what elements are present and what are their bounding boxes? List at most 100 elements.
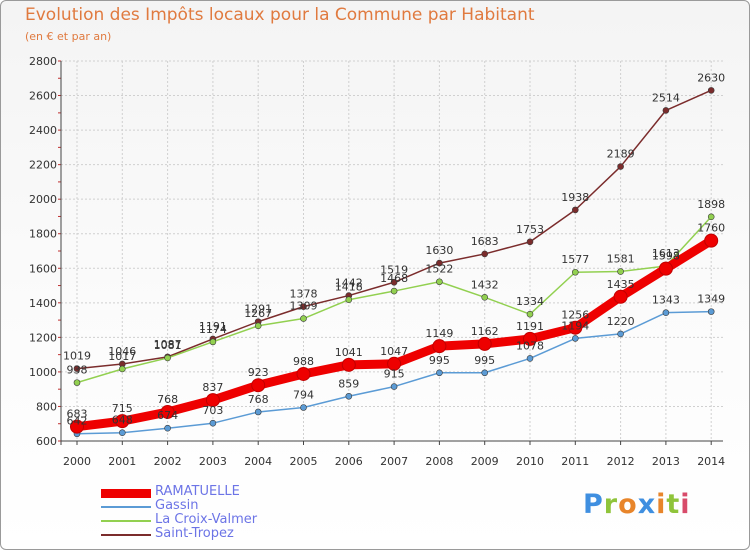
data-point-la-croix-valmer <box>164 354 171 362</box>
data-point-saint-tropez <box>436 259 443 267</box>
data-point-saint-tropez <box>300 303 307 310</box>
data-label-saint-tropez: 2514 <box>652 91 680 104</box>
chart-subtitle: (en € et par an) <box>25 30 112 43</box>
data-point-la-croix-valmer <box>436 278 443 286</box>
y-tick-label: 2200 <box>29 159 57 172</box>
legend-swatch-ramatuelle <box>101 489 151 498</box>
y-tick-label: 2000 <box>29 193 57 206</box>
legend-item-saint-tropez: Saint-Tropez <box>101 526 401 542</box>
x-tick-label: 2012 <box>607 455 635 468</box>
y-tick-label: 1400 <box>29 297 57 310</box>
data-point-saint-tropez <box>390 278 398 286</box>
data-label-saint-tropez: 2630 <box>697 71 725 84</box>
data-point-la-croix-valmer <box>571 268 579 276</box>
data-label-ramatuelle: 923 <box>248 366 269 379</box>
data-label-la-croix-valmer: 1432 <box>471 278 499 291</box>
data-label-gassin: 859 <box>338 377 359 390</box>
data-label-la-croix-valmer: 1017 <box>108 350 136 363</box>
data-point-ramatuelle <box>205 393 220 408</box>
data-label-saint-tropez: 2189 <box>607 148 635 161</box>
data-point-la-croix-valmer <box>481 293 489 301</box>
data-point-la-croix-valmer <box>526 310 534 318</box>
logo-letter: i <box>656 489 667 520</box>
data-label-ramatuelle: 1047 <box>380 345 408 358</box>
data-point-gassin <box>209 419 217 427</box>
logo-letter: i <box>680 489 691 520</box>
data-label-ramatuelle: 1256 <box>561 309 589 322</box>
data-label-gassin: 642 <box>67 415 88 428</box>
data-point-ramatuelle <box>432 339 447 354</box>
data-label-gassin: 648 <box>112 414 133 427</box>
data-point-ramatuelle <box>477 336 492 351</box>
x-tick-label: 2008 <box>425 455 453 468</box>
data-label-gassin: 794 <box>293 388 314 401</box>
data-point-saint-tropez <box>662 107 670 114</box>
data-point-ramatuelle <box>341 357 356 372</box>
data-label-saint-tropez: 1938 <box>561 191 589 204</box>
data-point-la-croix-valmer <box>300 315 307 322</box>
y-tick-label: 2600 <box>29 90 57 103</box>
data-label-ramatuelle: 1041 <box>335 346 363 359</box>
data-label-saint-tropez: 1046 <box>108 345 136 358</box>
data-point-gassin <box>526 355 534 362</box>
data-label-saint-tropez: 1442 <box>335 277 363 290</box>
data-label-la-croix-valmer: 1174 <box>199 323 227 336</box>
data-label-ramatuelle: 837 <box>202 381 223 394</box>
data-point-ramatuelle <box>160 404 175 419</box>
x-tick-label: 2013 <box>652 455 680 468</box>
x-tick-label: 2007 <box>380 455 408 468</box>
logo-letter: x <box>637 489 657 520</box>
data-point-la-croix-valmer <box>254 322 262 330</box>
data-label-saint-tropez: 1683 <box>471 235 499 248</box>
data-label-ramatuelle: 1191 <box>516 320 544 333</box>
data-point-gassin <box>617 330 624 338</box>
data-point-ramatuelle <box>70 419 84 434</box>
data-label-gassin: 703 <box>202 404 223 417</box>
x-tick-label: 2002 <box>154 455 182 468</box>
x-tick-label: 2011 <box>561 455 589 468</box>
data-point-ramatuelle <box>115 414 130 429</box>
data-label-la-croix-valmer: 1522 <box>425 263 453 276</box>
data-label-saint-tropez: 1191 <box>199 320 227 333</box>
data-label-la-croix-valmer: 1468 <box>380 272 408 285</box>
data-label-saint-tropez: 1019 <box>63 350 91 363</box>
logo-letter: t <box>666 489 681 520</box>
chart-title: Evolution des Impôts locaux pour la Comm… <box>25 5 535 25</box>
data-label-la-croix-valmer: 1081 <box>154 339 182 352</box>
data-label-la-croix-valmer: 1577 <box>561 253 589 266</box>
data-point-gassin <box>436 369 443 377</box>
data-point-gassin <box>390 383 398 390</box>
data-label-gassin: 1349 <box>697 293 725 306</box>
y-tick-label: 1600 <box>29 262 57 275</box>
data-point-ramatuelle <box>387 356 402 371</box>
legend-item-la-croix-valmer: La Croix-Valmer <box>101 512 401 528</box>
data-point-la-croix-valmer <box>73 379 81 386</box>
legend-label-gassin: Gassin <box>155 498 199 513</box>
y-tick-label: 1800 <box>29 228 57 241</box>
data-point-la-croix-valmer <box>209 338 217 346</box>
data-point-gassin <box>571 335 579 342</box>
legend-label-la-croix-valmer: La Croix-Valmer <box>155 512 258 527</box>
data-point-ramatuelle <box>704 233 719 248</box>
x-tick-label: 2003 <box>199 455 227 468</box>
data-label-ramatuelle: 1598 <box>652 250 680 263</box>
data-label-gassin: 1194 <box>561 319 589 332</box>
data-point-saint-tropez <box>571 206 579 214</box>
logo-letter: P <box>583 489 604 520</box>
legend-item-gassin: Gassin <box>101 498 401 514</box>
data-point-gassin <box>662 309 670 316</box>
data-label-saint-tropez: 1519 <box>380 263 408 276</box>
y-tick-label: 600 <box>36 435 57 448</box>
proxiti-logo: Proxiti <box>583 489 691 520</box>
x-tick-label: 2006 <box>335 455 363 468</box>
logo-letter: r <box>603 489 619 520</box>
data-label-gassin: 995 <box>429 354 450 367</box>
data-label-ramatuelle: 1760 <box>697 222 725 235</box>
data-label-ramatuelle: 1435 <box>607 278 635 291</box>
data-label-ramatuelle: 988 <box>293 355 314 368</box>
y-tick-label: 2400 <box>29 124 57 137</box>
data-point-gassin <box>707 308 715 315</box>
data-label-ramatuelle: 1162 <box>471 325 499 338</box>
data-point-gassin <box>345 392 353 400</box>
